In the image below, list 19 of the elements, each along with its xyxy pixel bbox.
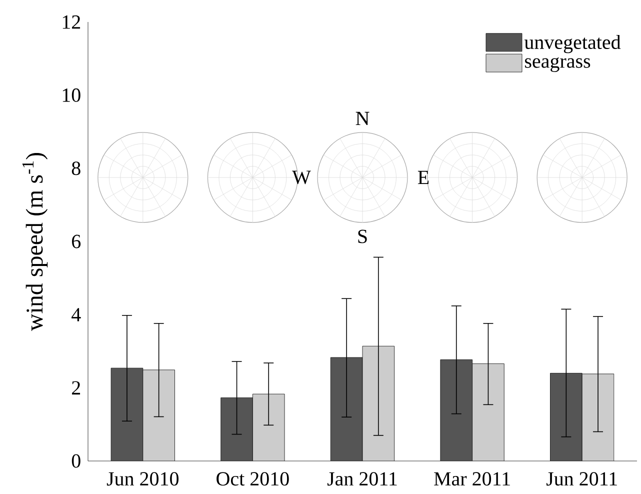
y-tick-label: 12 <box>62 15 80 29</box>
x-tick-label: Jun 2010 <box>106 472 179 486</box>
y-tick-label: 2 <box>72 381 80 394</box>
y-tick-label: 4 <box>72 308 81 322</box>
x-tick-label: Jan 2011 <box>327 472 397 486</box>
y-axis-title: wind speed (m s$^{-1}$) <box>22 152 48 332</box>
annotation: W <box>292 170 311 184</box>
y-tick-label: 6 <box>72 234 81 248</box>
y-tick-label: 0 <box>72 454 80 468</box>
legend-label: unvegetated <box>524 34 621 54</box>
legend-label: seagrass <box>525 57 590 72</box>
y-tick-label: 10 <box>62 88 80 102</box>
annotation: S <box>358 230 367 244</box>
x-tick-label: Jun 2011 <box>546 472 617 486</box>
y-tick-label: 8 <box>72 162 80 176</box>
annotation: E <box>418 170 429 184</box>
annotation: N <box>356 112 370 126</box>
x-tick-label: Oct 2010 <box>216 472 289 486</box>
x-tick-label: Mar 2011 <box>434 472 510 486</box>
